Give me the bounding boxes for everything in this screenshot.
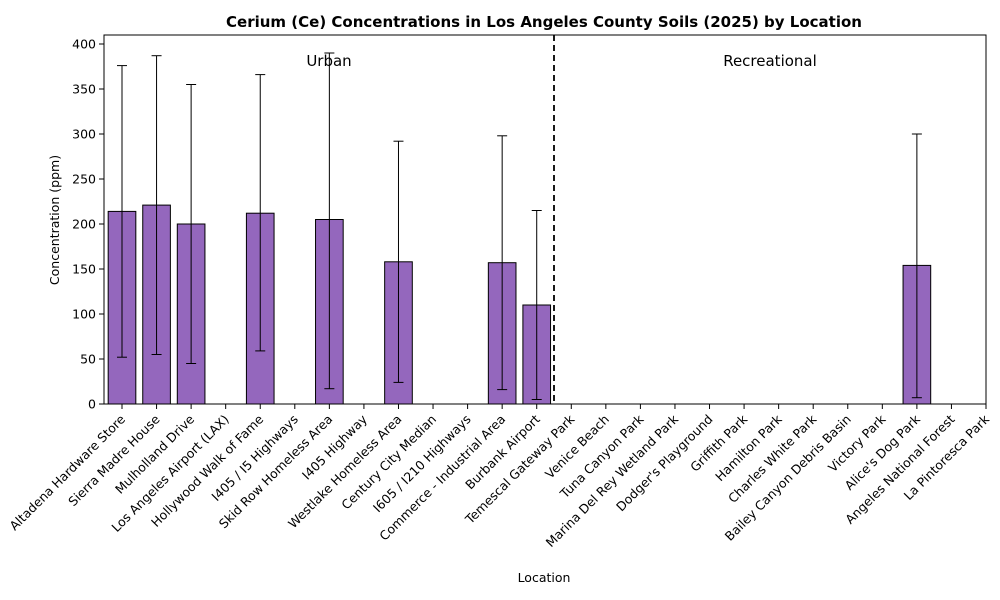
y-axis: 0 50 100 150 200 250 300 350 400 <box>72 37 104 412</box>
region-label-0: Urban <box>306 52 351 70</box>
chart-title: Cerium (Ce) Concentrations in Los Angele… <box>226 13 862 31</box>
y-tick-label: 250 <box>72 172 96 187</box>
y-tick-label: 0 <box>88 397 96 412</box>
y-tick-label: 300 <box>72 127 96 142</box>
y-tick-label: 400 <box>72 37 96 52</box>
y-tick-label: 350 <box>72 82 96 97</box>
y-tick-label: 50 <box>80 352 96 367</box>
region-labels: Urban Recreational <box>306 52 816 70</box>
region-label-1: Recreational <box>723 52 817 70</box>
x-axis-label: Location <box>518 570 571 585</box>
y-axis-label: Concentration (ppm) <box>47 155 62 285</box>
bars <box>107 204 932 405</box>
error-bars <box>117 52 922 400</box>
y-tick-label: 200 <box>72 217 96 232</box>
y-tick-label: 150 <box>72 262 96 277</box>
y-tick-label: 100 <box>72 307 96 322</box>
